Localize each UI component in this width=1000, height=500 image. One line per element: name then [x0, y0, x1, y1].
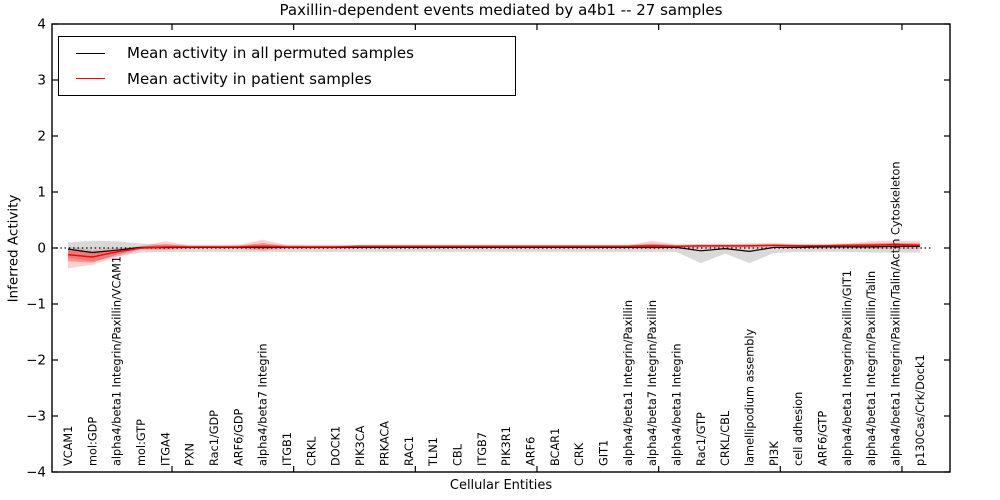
legend: Mean activity in all permuted samples Me…: [58, 36, 516, 96]
y-tick-label: 2: [37, 129, 46, 145]
x-tick-label: ARF6/GDP: [232, 408, 245, 466]
x-tick-label: VCAM1: [62, 426, 75, 466]
x-tick-label: ITGA4: [159, 432, 172, 466]
patient-samples-outer-range-band: [68, 239, 920, 269]
x-tick-label: DOCK1: [330, 426, 343, 466]
series-line-1: [67, 243, 920, 258]
x-tick-label: ARF6/GTP: [817, 411, 830, 466]
x-tick-label: ITGB7: [476, 432, 489, 466]
x-tick-label: PRKACA: [378, 421, 391, 466]
y-tick-label: −4: [26, 465, 46, 481]
legend-item-permuted: Mean activity in all permuted samples: [59, 44, 515, 62]
x-tick-label: alpha4/beta1 Integrin/Paxillin/GIT1: [841, 270, 854, 466]
y-tick-label: 4: [37, 17, 46, 33]
x-tick-label: CRK: [573, 442, 586, 466]
y-tick-label: −3: [26, 409, 46, 425]
permuted-line-swatch: [76, 52, 105, 54]
x-tick-label: PXN: [184, 443, 197, 466]
x-tick-label: GIT1: [598, 440, 611, 466]
y-tick-label: 1: [37, 185, 46, 201]
y-tick-label: −1: [26, 297, 46, 313]
x-axis-label: Cellular Entities: [449, 478, 553, 493]
x-tick-label: Rac1/GTP: [695, 412, 708, 466]
legend-label-patient: Mean activity in patient samples: [127, 69, 372, 88]
x-tick-label: p130Cas/Crk/Dock1: [914, 354, 927, 466]
y-tick-label: 0: [37, 241, 46, 257]
x-tick-label: ARF6: [525, 437, 538, 466]
legend-label-permuted: Mean activity in all permuted samples: [127, 44, 414, 63]
x-tick-label: CBL: [451, 443, 464, 466]
x-tick-label: Rac1/GDP: [208, 410, 221, 466]
x-tick-label: RAC1: [403, 436, 416, 466]
x-tick-label: PI3K: [768, 441, 781, 466]
x-tick-label: alpha4/beta7 Integrin/Paxillin: [646, 300, 659, 466]
y-tick-label: −2: [26, 353, 46, 369]
x-tick-label: alpha4/beta1 Integrin/Paxillin/Talin: [865, 271, 878, 466]
chart-title: Paxillin-dependent events mediated by a4…: [279, 1, 723, 19]
x-tick-label: alpha4/beta1 Integrin/Paxillin/VCAM1: [111, 256, 124, 466]
patient-line-swatch: [76, 78, 105, 80]
x-tick-label: lamellipodium assembly: [744, 328, 757, 466]
x-tick-label: TLN1: [427, 437, 440, 467]
x-tick-label: CRKL/CBL: [719, 410, 732, 466]
x-tick-label: mol:GTP: [135, 419, 148, 466]
x-tick-label: alpha4/beta1 Integrin: [671, 343, 684, 466]
x-tick-label: BCAR1: [549, 428, 562, 466]
x-tick-label: alpha4/beta1 Integrin/Paxillin/Talin/Act…: [890, 161, 903, 466]
x-tick-label: CRKL: [305, 436, 318, 466]
x-tick-label: cell adhesion: [792, 392, 805, 466]
y-tick-label: 3: [37, 73, 46, 89]
legend-item-patient: Mean activity in patient samples: [59, 70, 515, 88]
y-axis-label: Inferred Activity: [5, 194, 22, 303]
x-tick-label: mol:GDP: [86, 417, 99, 466]
x-tick-label: alpha4/beta1 Integrin/Paxillin: [622, 300, 635, 466]
x-tick-label: PIK3CA: [354, 425, 367, 466]
x-tick-label: PIK3R1: [500, 426, 513, 466]
x-tick-label: ITGB1: [281, 432, 294, 466]
x-tick-label: alpha4/beta7 Integrin: [257, 343, 270, 466]
